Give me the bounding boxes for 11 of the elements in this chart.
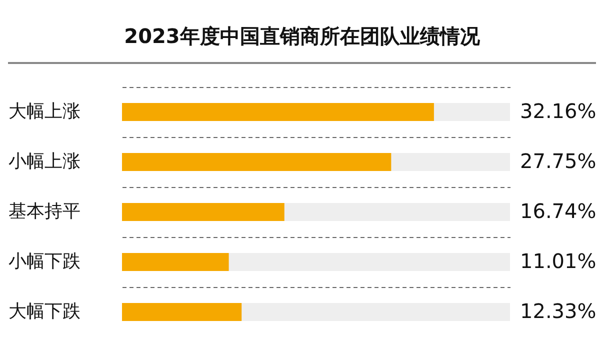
data-label: 12.33% xyxy=(520,299,596,323)
data-label: 27.75% xyxy=(520,149,596,173)
y-tick-label: 大幅上涨 xyxy=(8,101,80,122)
y-tick-label: 基本持平 xyxy=(8,201,80,222)
data-label: 32.16% xyxy=(520,99,596,123)
chart-title: 2023年度中国直销商所在团队业绩情况 xyxy=(124,24,481,48)
y-tick-label: 小幅上涨 xyxy=(8,151,80,172)
data-label: 16.74% xyxy=(520,199,596,223)
y-tick-label: 小幅下跌 xyxy=(8,251,80,272)
y-tick-label: 大幅下跌 xyxy=(8,301,80,322)
data-label: 11.01% xyxy=(520,249,596,273)
